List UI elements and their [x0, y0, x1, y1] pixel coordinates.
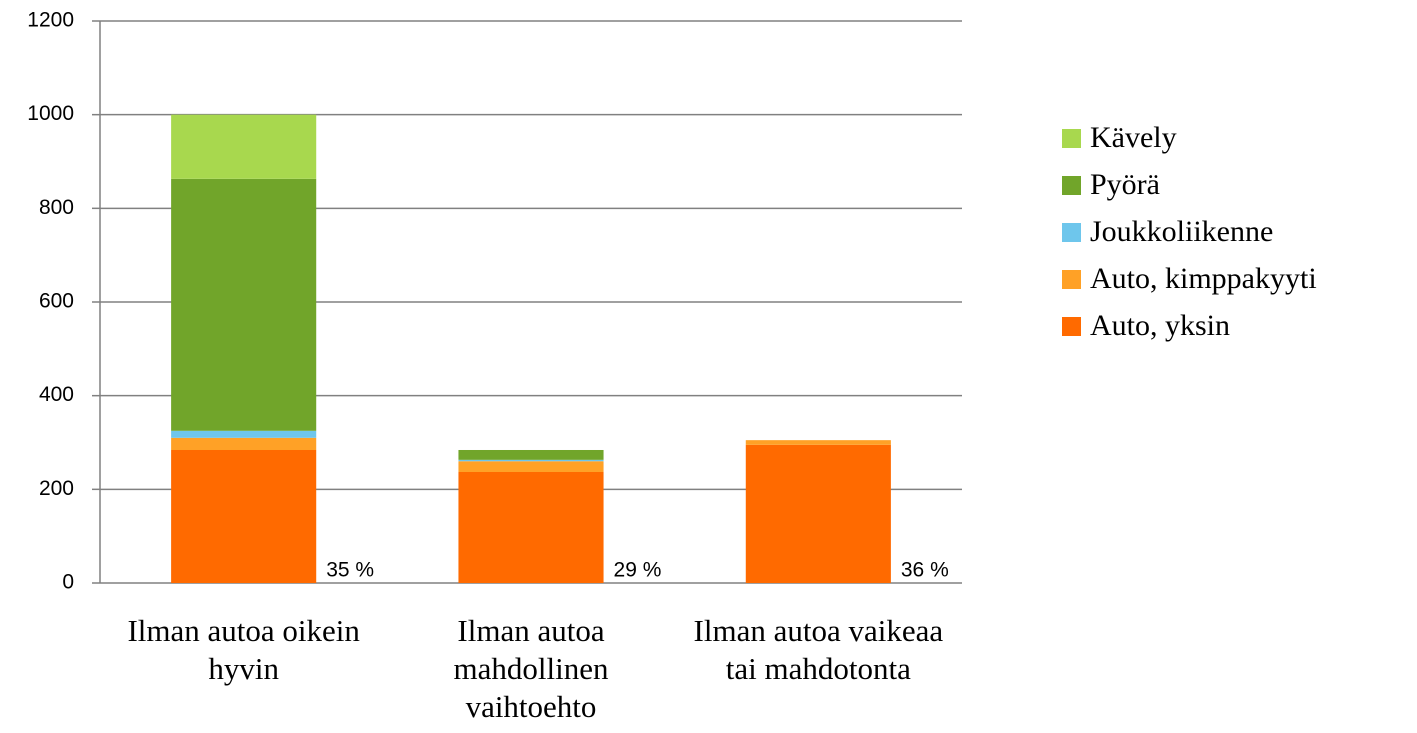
annotation: 35 % [326, 559, 374, 582]
bar-segment [745, 444, 891, 583]
legend-swatch [1062, 176, 1081, 195]
annotation: 29 % [614, 559, 662, 582]
legend-swatch [1062, 270, 1081, 289]
legend-label: Joukkoliikenne [1090, 215, 1273, 248]
bar-segment [458, 449, 604, 460]
x-tick-label: Ilman autoa oikein hyvin [127, 613, 360, 686]
bar-segment [171, 430, 317, 438]
y-tick-label: 1200 [27, 9, 74, 32]
y-tick-label: 200 [39, 477, 74, 500]
bar-segment [745, 440, 891, 445]
y-tick-label: 800 [39, 196, 74, 219]
legend-label: Auto, yksin [1090, 309, 1230, 342]
x-tick-label: Ilman autoa mahdollinen vaihtoehto [453, 613, 609, 724]
bar-segment [458, 461, 604, 473]
legend-label: Pyörä [1090, 168, 1160, 201]
bar-segment [171, 178, 317, 431]
bar-segment [171, 114, 317, 179]
bar-segment [171, 449, 317, 583]
legend-swatch [1062, 129, 1081, 148]
x-tick-label: Ilman autoa vaikeaa tai mahdotonta [693, 613, 944, 686]
y-tick-label: 600 [39, 290, 74, 313]
legend-label: Kävely [1090, 121, 1177, 154]
bar-segment [458, 459, 604, 462]
legend-label: Auto, kimppakyyti [1090, 262, 1317, 295]
y-tick-label: 400 [39, 383, 74, 406]
bar-segment [171, 437, 317, 450]
legend-swatch [1062, 223, 1081, 242]
legend-swatch [1062, 317, 1081, 336]
bar-segment [458, 472, 604, 583]
y-tick-label: 1000 [27, 102, 74, 125]
y-tick-label: 0 [62, 571, 74, 594]
annotation: 36 % [901, 559, 949, 582]
